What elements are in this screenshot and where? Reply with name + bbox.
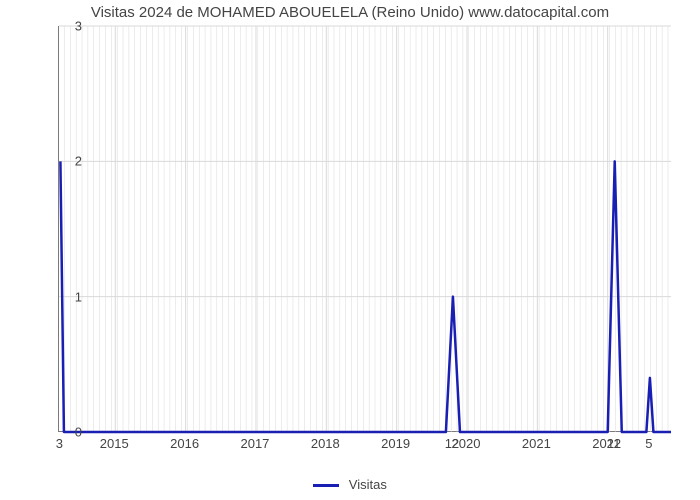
y-tick: 1 (62, 289, 82, 304)
x-tick: 2018 (311, 436, 340, 451)
x-tick: 2021 (522, 436, 551, 451)
point-label: 3 (56, 436, 63, 451)
x-tick: 2015 (100, 436, 129, 451)
chart-title: Visitas 2024 de MOHAMED ABOUELELA (Reino… (0, 4, 700, 21)
y-tick: 2 (62, 154, 82, 169)
plot-area (58, 26, 670, 432)
y-tick: 3 (62, 19, 82, 34)
legend: Visitas (0, 477, 700, 492)
point-label: 5 (645, 436, 652, 451)
series-svg (59, 26, 670, 431)
x-tick: 2019 (381, 436, 410, 451)
legend-label: Visitas (349, 477, 387, 492)
y-tick: 0 (62, 425, 82, 440)
visits-chart: Visitas 2024 de MOHAMED ABOUELELA (Reino… (0, 0, 700, 500)
x-tick: 2016 (170, 436, 199, 451)
legend-swatch (313, 484, 339, 487)
x-tick: 2017 (240, 436, 269, 451)
point-label: 11 (607, 436, 621, 451)
point-label: 12 (445, 436, 459, 451)
